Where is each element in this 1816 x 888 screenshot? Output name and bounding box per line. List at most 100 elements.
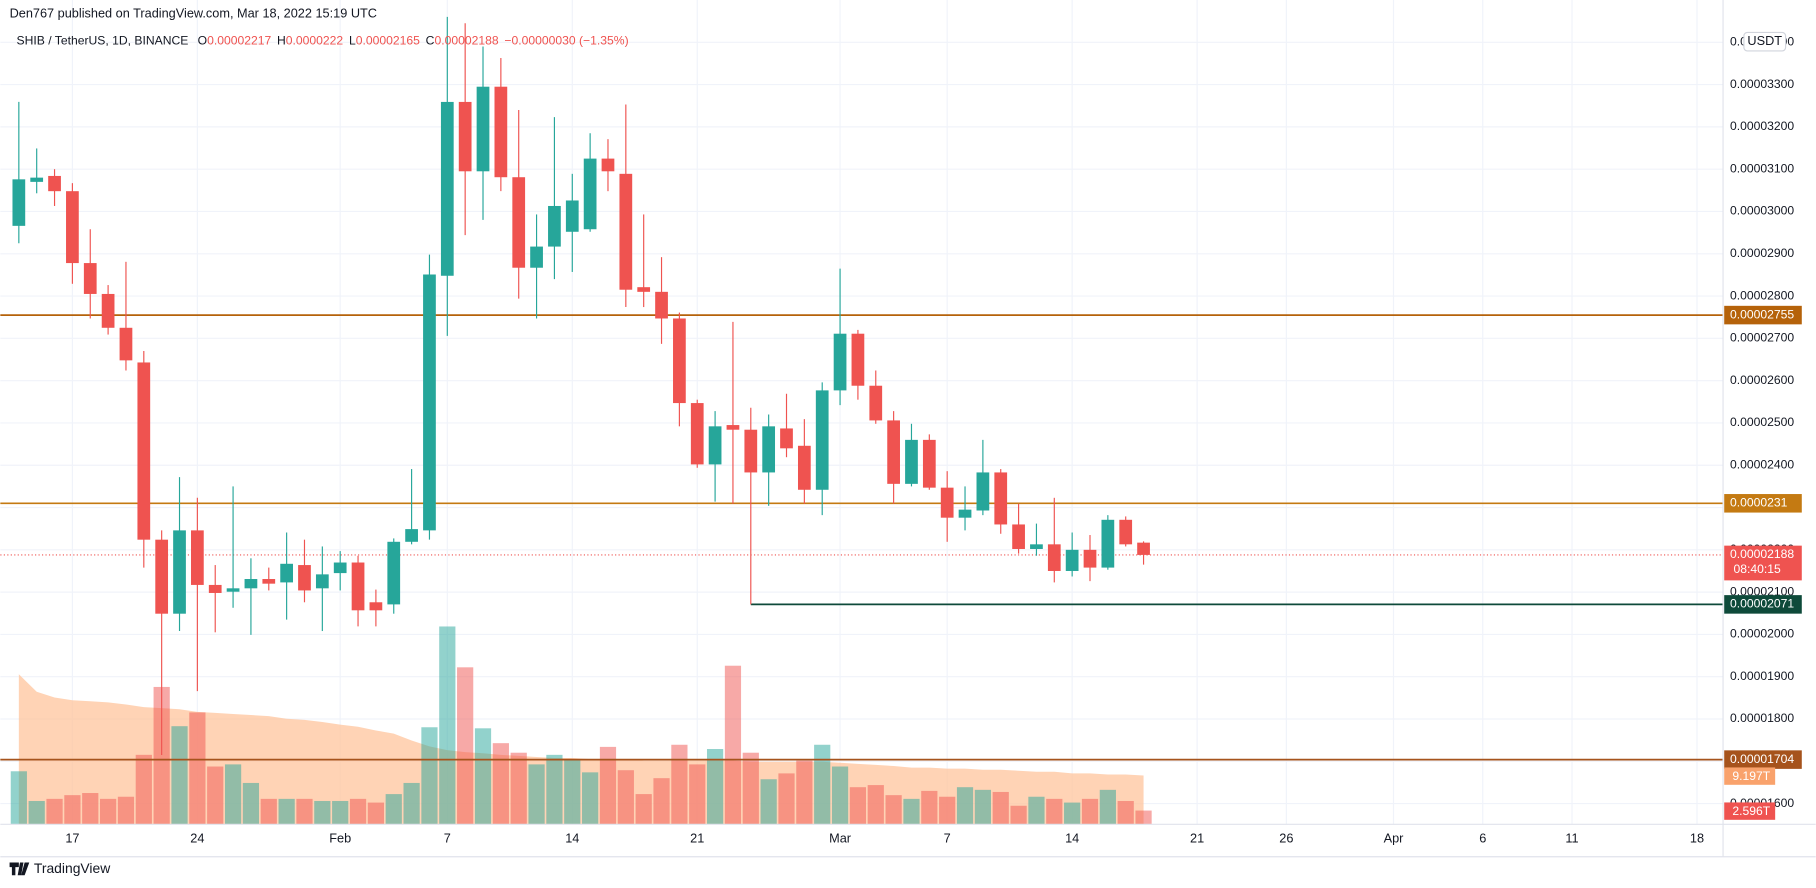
volume-bar [510,752,527,825]
volume-bar [617,770,634,825]
change: −0.00000030 (−1.35%) [504,34,628,48]
volume-bar [28,800,45,825]
volume-bar [778,773,795,825]
candle-body [762,426,776,473]
candle-body [940,487,954,518]
volume-bar [939,796,956,825]
candle-body [476,86,490,172]
volume-bar [1028,796,1045,825]
volume-bar [207,766,224,825]
currency[interactable]: USDT [1747,33,1782,48]
y-tick-label: 0.00002700 [1730,331,1794,345]
candle-body [744,429,758,473]
candle-body [369,602,383,611]
volume-bar [831,766,849,825]
volume-bar [1010,805,1027,825]
x-tick-label: 7 [944,831,951,846]
candle-body [833,333,847,391]
candle-body [12,179,26,226]
volume-bar [153,686,170,825]
x-tick-label: 21 [1190,831,1204,846]
price-line-label-box [1724,305,1802,325]
candle-body [1065,549,1079,571]
candle-body [1101,519,1115,568]
candle-body [440,101,454,276]
candle-body [387,541,401,605]
candle-body [922,439,936,488]
volume-bar [796,760,813,825]
price-line-label: 0.00001704 [1730,752,1794,766]
volume-bar [349,798,367,825]
volume-bar [171,726,188,825]
symbol: SHIB / TetherUS, 1D, BINANCE [17,34,189,48]
volume-bar [885,795,902,825]
x-tick-label: 14 [1065,831,1079,846]
candle-body [565,200,579,232]
volume-bar [332,800,349,825]
volume-bar [64,795,81,825]
candle-body [191,530,204,585]
candle-body [958,509,972,518]
volume-bar [278,798,295,825]
candle-body [351,562,365,611]
volume-bar [867,785,884,825]
volume-bar [1117,800,1134,825]
candle-body [155,539,169,614]
candle-body [173,530,186,614]
volume-bar [1064,802,1081,825]
volume-bar [260,798,277,825]
candle-body [83,263,97,294]
y-tick-label: 0.00003000 [1730,204,1794,218]
candle-body [797,445,811,490]
x-tick-label: 11 [1565,831,1578,846]
volume-bar [296,798,313,825]
high-label: H [277,34,286,48]
candle-body [905,439,918,484]
open-label: O [198,34,207,48]
y-tick-label: 0.00002600 [1730,373,1794,387]
volume-bar [314,800,331,825]
candle-body [994,472,1008,525]
volume-bar [689,764,706,825]
volume-bar [1081,798,1099,825]
candle-body [315,574,329,589]
current-price-box [1724,545,1802,581]
candle-body [423,274,436,531]
volume-bar [224,764,242,825]
candle-body [690,403,704,465]
currency-box[interactable] [1743,31,1787,52]
candle-body [208,584,222,593]
high-value: 0.0000222 [286,34,344,48]
candle-body [601,158,615,172]
candle-body [66,191,79,264]
volume-bar [492,743,509,825]
candle-body [30,177,44,182]
y-tick-label: 0.00002400 [1730,457,1794,471]
brand: TradingView [34,860,111,876]
volume-bar [599,746,617,825]
x-tick-label: 14 [565,831,579,846]
x-tick-label: 24 [190,831,204,846]
x-tick-label: Mar [829,831,852,846]
volume-bar [117,796,135,825]
y-tick-label: 0.00003300 [1730,77,1794,91]
price-line-label: 0.0000231 [1730,496,1788,510]
close-label: C [426,34,435,48]
candle-body [869,385,883,421]
volume-bar [849,787,867,825]
x-tick-label: 6 [1479,831,1486,846]
candle-body [726,425,740,430]
volume-bar [242,782,260,825]
volume-bar [671,744,688,825]
candle-body [655,291,668,319]
volume-bar [1099,789,1116,825]
publisher-line: Den767 published on TradingView.com, Mar… [10,5,377,20]
volume-bar [367,802,384,825]
low-value: 0.00002165 [356,34,420,48]
candle-body [280,563,293,583]
x-tick-label: Feb [329,831,351,846]
candle-body [583,158,597,230]
volume-ma-area [18,674,1144,825]
price-line-label: 0.00002071 [1730,597,1794,611]
